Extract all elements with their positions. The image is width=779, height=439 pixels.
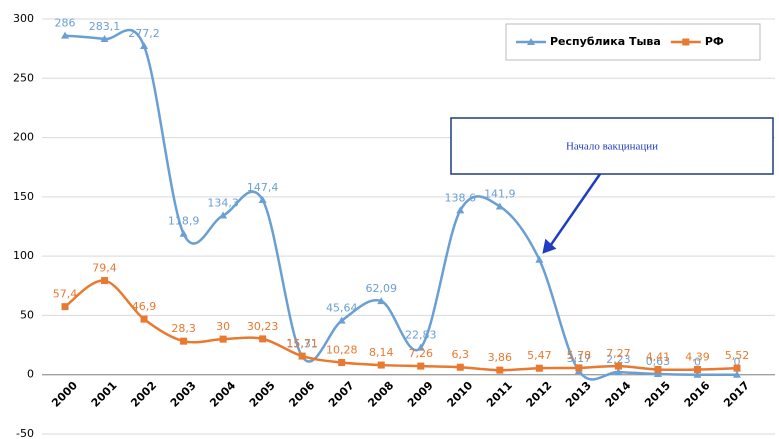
data-label: 30 bbox=[216, 320, 230, 333]
data-label: 45,64 bbox=[326, 302, 358, 315]
marker bbox=[377, 361, 385, 369]
series-line bbox=[64, 28, 738, 381]
data-label: 5,78 bbox=[567, 349, 592, 362]
marker bbox=[337, 316, 346, 324]
data-label: 79,4 bbox=[92, 262, 117, 275]
data-label: 286 bbox=[55, 17, 76, 30]
data-label: 3,86 bbox=[488, 351, 513, 364]
data-label: 138,6 bbox=[445, 191, 477, 204]
marker bbox=[535, 364, 543, 372]
marker bbox=[693, 366, 701, 374]
marker bbox=[61, 31, 69, 39]
marker bbox=[456, 363, 464, 371]
data-label: 28,3 bbox=[171, 322, 196, 335]
marker bbox=[219, 335, 227, 343]
data-label: 283,1 bbox=[89, 20, 121, 33]
data-label: 118,9 bbox=[168, 215, 200, 228]
marker bbox=[733, 370, 741, 378]
marker bbox=[527, 38, 535, 45]
marker bbox=[682, 38, 690, 46]
marker bbox=[693, 370, 702, 378]
marker bbox=[614, 368, 623, 376]
data-label: 22,83 bbox=[405, 329, 437, 342]
marker bbox=[219, 211, 228, 219]
data-label: 6,3 bbox=[452, 348, 470, 361]
data-label: 7,27 bbox=[606, 347, 631, 360]
marker bbox=[653, 369, 662, 377]
marker bbox=[456, 206, 465, 214]
marker bbox=[417, 362, 425, 370]
data-label: 62,09 bbox=[365, 282, 397, 295]
marker bbox=[535, 255, 544, 263]
y-tick-label: 300 bbox=[13, 12, 34, 25]
marker bbox=[495, 202, 504, 210]
marker bbox=[259, 335, 267, 343]
annotation-arrowhead bbox=[542, 238, 557, 254]
data-label: 3,17 bbox=[567, 352, 592, 365]
marker bbox=[61, 303, 69, 311]
data-label: 57,4 bbox=[53, 288, 78, 301]
data-label: 5,47 bbox=[527, 349, 552, 362]
y-tick-label: 200 bbox=[13, 131, 34, 144]
data-label: 15,71 bbox=[286, 337, 318, 350]
y-tick-label: 50 bbox=[20, 308, 34, 321]
marker bbox=[654, 365, 662, 373]
marker bbox=[377, 297, 386, 305]
marker bbox=[298, 352, 306, 360]
marker bbox=[496, 366, 504, 374]
y-tick-label: -50 bbox=[16, 427, 34, 439]
y-tick-label: 150 bbox=[13, 190, 34, 203]
legend-label: РФ bbox=[705, 35, 724, 48]
marker bbox=[575, 364, 583, 372]
data-label: 30,23 bbox=[247, 320, 279, 333]
data-label: 0,63 bbox=[646, 355, 671, 368]
marker bbox=[258, 195, 267, 203]
data-label: 0 bbox=[734, 356, 741, 369]
data-label: 8,14 bbox=[369, 346, 394, 359]
data-label: 4,39 bbox=[685, 351, 710, 364]
data-label: 147,4 bbox=[247, 181, 279, 194]
data-label: 0 bbox=[694, 356, 701, 369]
marker bbox=[180, 337, 188, 345]
marker bbox=[179, 229, 188, 237]
y-tick-label: 0 bbox=[27, 368, 34, 381]
marker bbox=[140, 315, 148, 323]
marker bbox=[100, 35, 109, 43]
marker bbox=[338, 359, 346, 367]
data-label: 15,31 bbox=[286, 338, 318, 351]
legend-label: Республика Тыва bbox=[550, 35, 661, 48]
marker bbox=[140, 42, 149, 50]
marker bbox=[101, 277, 109, 285]
data-label: 7,26 bbox=[409, 347, 434, 360]
data-label: 134,3 bbox=[207, 196, 239, 209]
data-label: 141,9 bbox=[484, 187, 516, 200]
marker bbox=[733, 364, 741, 372]
annotation-arrow bbox=[549, 173, 602, 247]
data-label: 5,52 bbox=[725, 349, 750, 362]
data-label: 4,41 bbox=[646, 350, 671, 363]
marker bbox=[416, 343, 425, 351]
data-label: 2,23 bbox=[606, 353, 631, 366]
data-label: 10,28 bbox=[326, 344, 358, 357]
legend-box bbox=[505, 23, 761, 61]
y-tick-label: 100 bbox=[13, 249, 34, 262]
y-tick-label: 250 bbox=[13, 71, 34, 84]
data-label: 277,2 bbox=[128, 27, 160, 40]
marker bbox=[614, 362, 622, 370]
data-label: 46,9 bbox=[132, 300, 157, 313]
annotation-text: Начало вакцинации bbox=[566, 141, 658, 153]
annotation-box bbox=[450, 117, 774, 175]
